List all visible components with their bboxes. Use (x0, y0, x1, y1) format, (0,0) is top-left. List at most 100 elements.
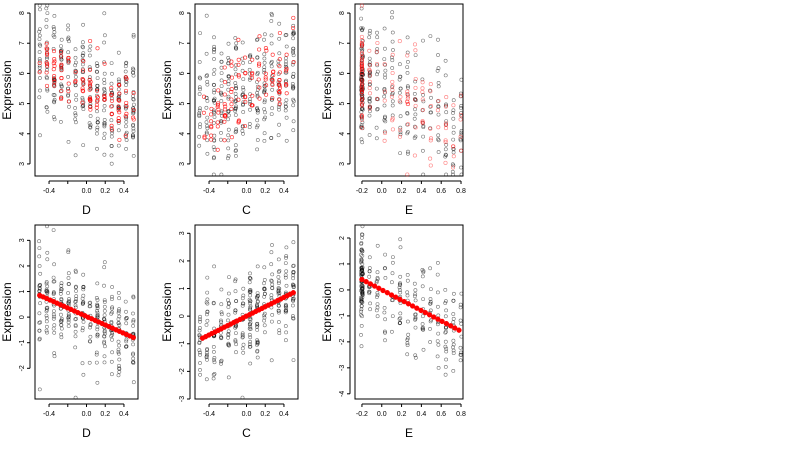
data-point (74, 289, 78, 293)
data-point (109, 311, 114, 316)
data-point (219, 172, 224, 177)
data-point (359, 344, 364, 349)
x-axis: -0.2 0.0 0.2 0.4 0.6 0.8 (356, 403, 466, 418)
fitted-point (443, 160, 448, 165)
fitted-point (397, 134, 403, 139)
data-point (198, 76, 203, 81)
data-point (262, 89, 267, 93)
data-point (88, 300, 93, 305)
fitted-point (51, 49, 57, 54)
data-point (428, 308, 433, 313)
fitted-point (412, 153, 417, 158)
data-point (124, 309, 128, 314)
data-point (459, 148, 464, 153)
data-point (102, 118, 107, 122)
data-point (37, 246, 42, 251)
fitted-point (109, 98, 114, 103)
fitted-point (59, 68, 64, 73)
data-point (368, 63, 373, 68)
data-point (226, 329, 231, 334)
fitted-point (209, 133, 214, 138)
fitted-point (359, 42, 364, 47)
data-point (459, 165, 464, 170)
data-point (95, 76, 100, 81)
data-point (198, 319, 202, 324)
data-point (45, 88, 50, 93)
data-point (226, 146, 231, 151)
data-point (198, 352, 202, 357)
data-point (205, 138, 210, 143)
data-point (451, 116, 456, 121)
data-point (204, 13, 209, 18)
data-point (443, 344, 448, 349)
data-point (102, 360, 107, 365)
data-point (219, 310, 224, 315)
data-point (45, 307, 49, 312)
data-point (73, 47, 78, 52)
data-point (421, 93, 426, 97)
data-point (247, 290, 252, 294)
data-point (269, 11, 274, 16)
fitted-point (359, 38, 364, 43)
fitted-point (94, 105, 99, 110)
data-point (211, 376, 216, 381)
data-point (382, 305, 387, 310)
fitted-point (88, 38, 93, 44)
data-point (436, 342, 441, 347)
x-axis-title: D (82, 203, 91, 217)
data-point (428, 287, 433, 292)
fitted-point (359, 87, 364, 93)
data-point (398, 274, 403, 279)
data-point (81, 22, 86, 27)
data-point (247, 326, 252, 331)
data-point (459, 111, 464, 115)
fitted-point (59, 54, 64, 59)
data-point (95, 332, 100, 337)
fitted-point (123, 88, 129, 93)
data-point (291, 270, 296, 275)
data-point (197, 92, 202, 96)
fitted-point (88, 98, 93, 103)
data-point (360, 47, 365, 52)
fitted-point (359, 114, 364, 119)
data-point (226, 305, 231, 309)
data-point (290, 314, 295, 318)
fitted-point (359, 62, 364, 67)
data-point (59, 296, 64, 301)
fitted-point (291, 15, 296, 20)
data-point (247, 60, 252, 65)
fitted-point (420, 120, 425, 125)
data-point (459, 172, 464, 177)
x-tick-label: -0.4 (203, 411, 215, 418)
data-point (397, 317, 402, 321)
data-point (109, 321, 114, 325)
data-point (390, 103, 395, 108)
data-point (270, 243, 274, 247)
data-point (383, 338, 387, 343)
fitted-point (359, 42, 364, 47)
fitted-point (359, 55, 364, 60)
data-point (226, 312, 231, 317)
data-point (420, 108, 425, 113)
data-point (383, 266, 388, 270)
data-point (211, 349, 216, 354)
fitted-point (229, 135, 234, 140)
data-point (255, 55, 260, 60)
data-point (37, 264, 42, 268)
scatter-points (197, 11, 296, 177)
data-point (212, 47, 217, 52)
x-axis: -0.4 0.0 0.2 0.4 (43, 180, 129, 195)
x-tick-label: 0.6 (436, 188, 446, 195)
data-point (284, 98, 289, 103)
data-point (262, 281, 266, 286)
data-point (284, 330, 289, 335)
data-point (80, 361, 85, 366)
data-point (45, 305, 50, 310)
data-point (88, 334, 93, 339)
fitted-point (443, 104, 448, 109)
fitted-point (88, 107, 93, 112)
data-point (205, 290, 210, 295)
data-point (116, 50, 121, 55)
data-point (102, 265, 107, 270)
data-point (458, 138, 463, 143)
